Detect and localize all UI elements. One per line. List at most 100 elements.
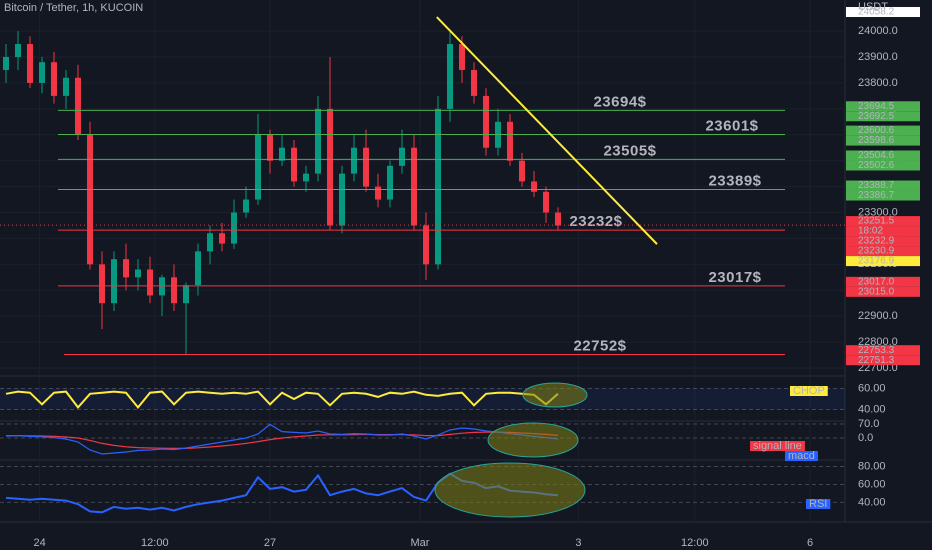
candle-body [243,199,249,213]
candle-body [255,134,261,200]
price-tag-label: 23232.9 [858,236,895,247]
candle-body [231,212,237,244]
price-tag-label: 24058.2 [858,7,895,18]
price-tag-label: 23694.5 [858,101,895,112]
price-tag-label: 23251.5 [858,216,895,227]
candle-body [351,147,357,174]
y-tick-label: 22900.0 [858,310,898,322]
price-tag-label: 23386.7 [858,190,895,201]
legend-box [790,386,828,396]
price-tag [846,355,920,366]
price-tag [846,135,920,146]
candle-body [315,108,321,174]
price-tag-label: 23600.6 [858,125,895,136]
candle-body [555,212,561,226]
indicator-line [5,390,559,409]
price-tag-label: 23502.6 [858,160,895,171]
chart-title: Bitcoin / Tether, 1h, KUCOIN [4,2,143,14]
candle-body [543,191,549,213]
price-tag [846,125,920,136]
price-tag [846,236,920,247]
highlight-ellipse [434,462,586,518]
y-tick-label: 23800.0 [858,77,898,89]
candle-body [471,69,477,96]
price-tag-label: 23015.0 [858,286,895,297]
indicator-tick-label: 60.00 [858,478,886,490]
legend-label: CHOP [793,385,825,397]
candle-body [363,147,369,187]
candle-body [207,233,213,252]
price-tag-label: 23692.5 [858,111,895,122]
price-tag [846,345,920,356]
price-tag-label: 23176.9 [858,256,895,267]
x-tick-label: 12:00 [141,537,169,549]
x-tick-label: 3 [575,537,581,549]
candle-body [135,269,141,278]
overlay: 23694$ 23601$ 23505$ 23389$ 23232$ 23017$ 2275… [0,7,920,510]
price-tag [846,286,920,297]
candle-body [411,147,417,226]
candle-body [279,147,285,161]
candle-body [87,134,93,265]
price-tag [846,246,920,257]
price-tag [846,276,920,287]
price-tag [846,190,920,201]
highlight-ellipse [522,382,588,408]
candle-body [519,160,525,182]
candle-body [63,77,69,96]
indicator-tick-label: 60.00 [858,382,886,394]
x-tick-label: 12:00 [681,537,709,549]
legend-label: signal line [753,440,802,452]
indicator-tick-label: 80.00 [858,460,886,472]
highlight-ellipse [487,422,579,458]
candle-body [459,44,465,70]
candle-body [183,285,189,304]
price-tag [846,180,920,191]
candle-body [375,186,381,200]
legend-label: macd [788,450,815,462]
price-tag [846,111,920,122]
candle-body [75,77,81,135]
candle-body [51,62,57,96]
candle-body [159,277,165,296]
candle-body [447,44,453,109]
candle-body [435,108,441,265]
y-tick-label: 23900.0 [858,51,898,63]
candle-body [267,134,273,161]
indicator-tick-label: 40.00 [858,496,886,508]
x-tick-label: Mar [411,537,430,549]
trend-line [436,16,658,245]
price-tag [846,216,920,227]
price-tag-label: 22753.3 [858,345,895,356]
indicator-tick-label: 70.0 [858,418,879,430]
y-tick-label: 24000.0 [858,25,898,37]
candle-body [219,233,225,244]
legend-box [806,499,831,509]
currency-label: USDT [858,1,888,13]
x-tick-label: 27 [264,537,276,549]
countdown-label: 18:02 [858,226,883,237]
candle-body [303,173,309,182]
indicator-line [5,423,559,455]
price-tag [846,150,920,161]
candle-body [399,147,405,166]
x-tick-label: 6 [807,537,813,549]
candle-body [3,57,9,70]
legend-box [750,441,805,451]
price-tag-label: 23230.9 [858,246,895,257]
candle-body [111,259,117,304]
price-tag [846,160,920,171]
level-label: 23017$ [708,269,761,286]
y-tick-label: 22800.0 [858,336,898,348]
price-tag-label: 23598.6 [858,135,895,146]
level-label: 23232$ [569,213,622,230]
indicator-tick-label: 40.00 [858,403,886,415]
price-tag [846,101,920,112]
countdown-tag [846,226,920,237]
candle-body [483,95,489,148]
level-label: 23505$ [603,142,656,159]
indicator-tick-label: 0.0 [858,432,873,444]
candle-body [171,277,177,304]
